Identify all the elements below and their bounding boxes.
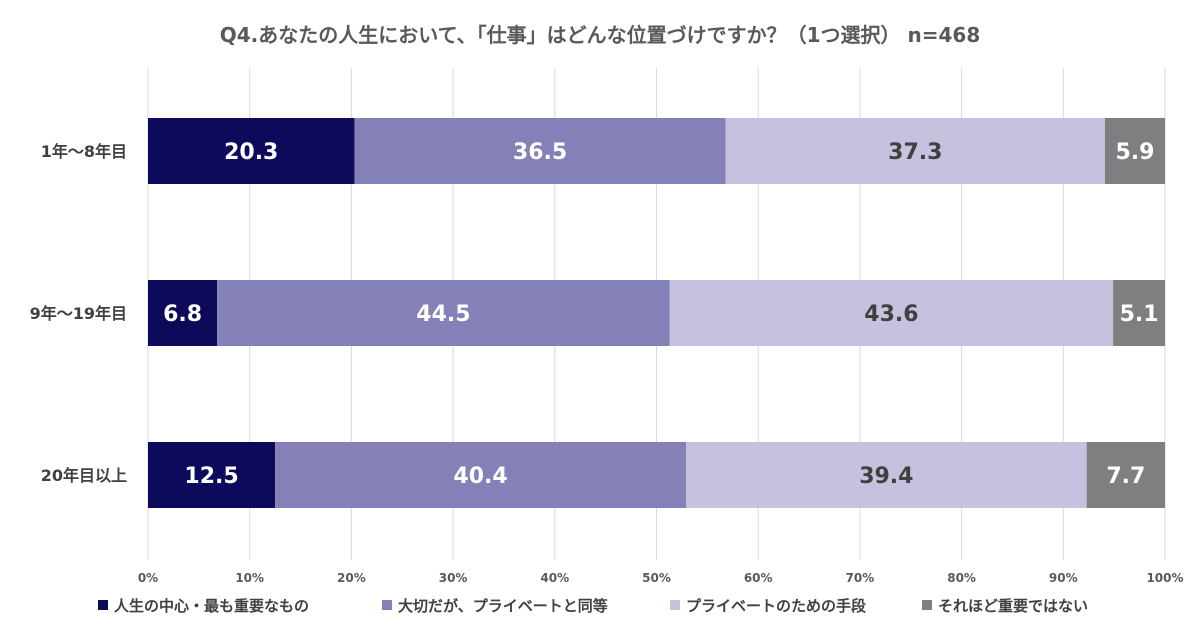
data-label: 5.9	[1116, 140, 1155, 165]
legend-entry: 人生の中心・最も重要なもの	[114, 597, 309, 615]
legend: 人生の中心・最も重要なもの 大切だが、プライベートと同等 プライベートのための手段 そ…	[98, 597, 1088, 615]
data-label: 12.5	[184, 464, 238, 489]
x-tick-label: 100%	[1146, 571, 1183, 585]
data-label: 5.1	[1120, 302, 1159, 327]
bar-segment	[685, 442, 1087, 508]
value-labels: 20.3 36.5 37.3 5.9 6.8 44.5 43.6 5.1 12.5 40.4 39.…	[163, 140, 1158, 489]
x-axis-ticks: 0% 10% 20% 30% 40% 50% 60% 70% 80% 90% 100%	[138, 571, 1184, 585]
x-tick-label: 50%	[642, 571, 671, 585]
bar-segment	[148, 442, 276, 508]
bar-segment	[275, 442, 686, 508]
bar-segment	[1104, 118, 1165, 184]
data-label: 37.3	[888, 140, 942, 165]
bar-segment	[725, 118, 1105, 184]
legend-entry: プライベートのための手段	[686, 597, 866, 615]
data-label: 43.6	[864, 302, 918, 327]
bar-segment	[148, 280, 218, 346]
x-tick-label: 10%	[235, 571, 264, 585]
legend-entry: それほど重要ではない	[938, 597, 1088, 615]
x-tick-label: 80%	[947, 571, 976, 585]
bar-segment	[1113, 280, 1165, 346]
x-tick-label: 30%	[439, 571, 468, 585]
x-tick-label: 60%	[744, 571, 773, 585]
data-label: 36.5	[513, 140, 567, 165]
x-tick-label: 70%	[846, 571, 875, 585]
legend-swatch	[98, 600, 108, 610]
legend-swatch	[670, 600, 680, 610]
category-labels: 1年～8年目 9年～19年目 20年目以上	[30, 142, 127, 485]
legend-swatch	[382, 600, 392, 610]
x-tick-label: 40%	[540, 571, 569, 585]
category-label: 20年目以上	[41, 466, 127, 485]
bar-segment	[354, 118, 726, 184]
bar-segment	[148, 118, 355, 184]
legend-swatch	[922, 600, 932, 610]
data-label: 40.4	[453, 464, 507, 489]
x-tick-label: 0%	[138, 571, 158, 585]
category-label: 1年～8年目	[41, 142, 127, 161]
data-label: 20.3	[224, 140, 278, 165]
chart-title: Q4.あなたの人生において、「仕事」はどんな位置づけですか？（1つ選択） n=4…	[220, 23, 981, 47]
bar-segment	[217, 280, 670, 346]
data-label: 44.5	[416, 302, 470, 327]
bars	[148, 118, 1165, 508]
x-tick-label: 90%	[1049, 571, 1078, 585]
x-tick-label: 20%	[337, 571, 366, 585]
data-label: 6.8	[163, 302, 202, 327]
data-label: 7.7	[1106, 464, 1145, 489]
bar-segment	[669, 280, 1114, 346]
legend-entry: 大切だが、プライベートと同等	[398, 597, 608, 615]
bar-segment	[1086, 442, 1165, 508]
category-label: 9年～19年目	[30, 304, 127, 323]
data-label: 39.4	[859, 464, 913, 489]
